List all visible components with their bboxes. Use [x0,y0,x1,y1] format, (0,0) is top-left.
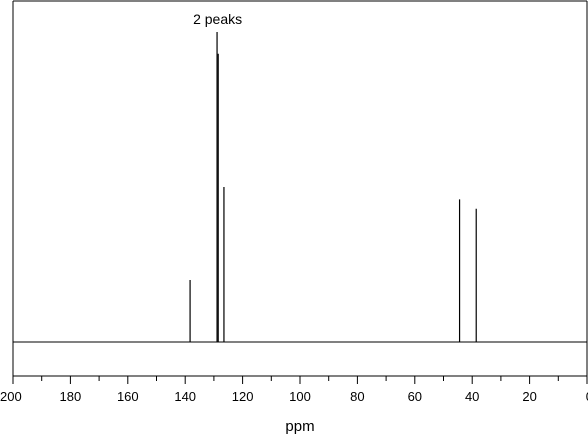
tick-label-180: 180 [60,389,82,404]
tick-label-40: 40 [465,389,479,404]
tick-label-100: 100 [289,389,311,404]
annotation-label: 2 peaks [193,11,242,27]
x-axis-label: ppm [285,418,314,434]
x-axis-tick-labels: 200180160140120100806040200 [0,389,588,404]
tick-label-200: 200 [0,389,22,404]
annotations: 2 peaks [193,11,242,27]
spectrum-peaks [189,32,477,342]
tick-label-160: 160 [117,389,139,404]
x-axis-ticks [12,376,588,384]
tick-label-60: 60 [408,389,422,404]
tick-label-120: 120 [232,389,254,404]
tick-label-0: 0 [586,389,588,404]
plot-frame [12,0,588,377]
tick-label-140: 140 [174,389,196,404]
tick-label-80: 80 [350,389,364,404]
tick-label-20: 20 [522,389,536,404]
